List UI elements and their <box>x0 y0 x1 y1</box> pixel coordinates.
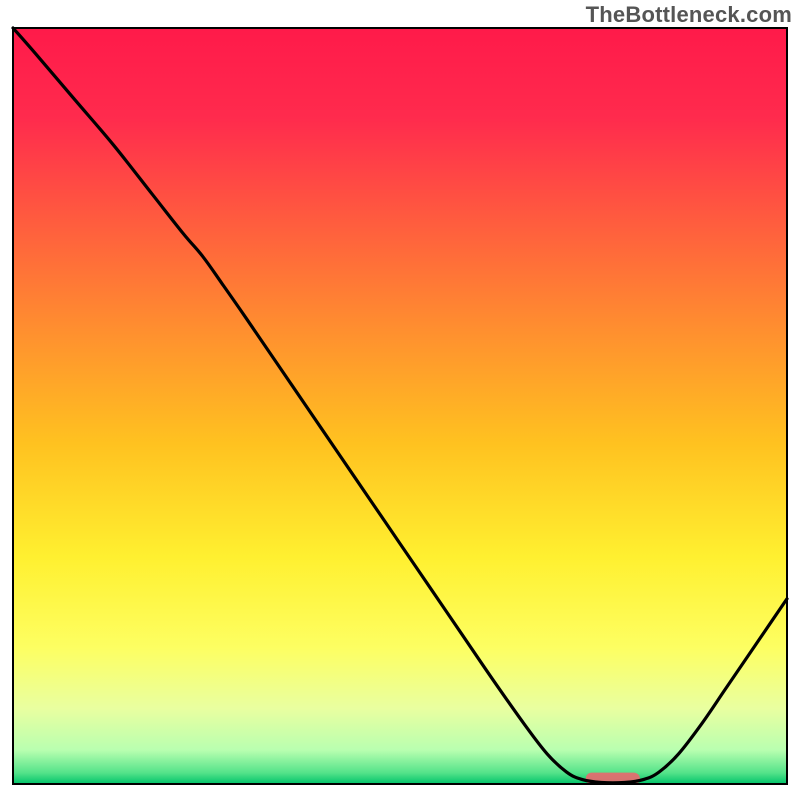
chart-container: TheBottleneck.com <box>0 0 800 800</box>
watermark-text: TheBottleneck.com <box>586 2 792 28</box>
chart-svg <box>0 0 800 800</box>
gradient-background <box>13 28 787 784</box>
plot-area <box>13 28 787 785</box>
